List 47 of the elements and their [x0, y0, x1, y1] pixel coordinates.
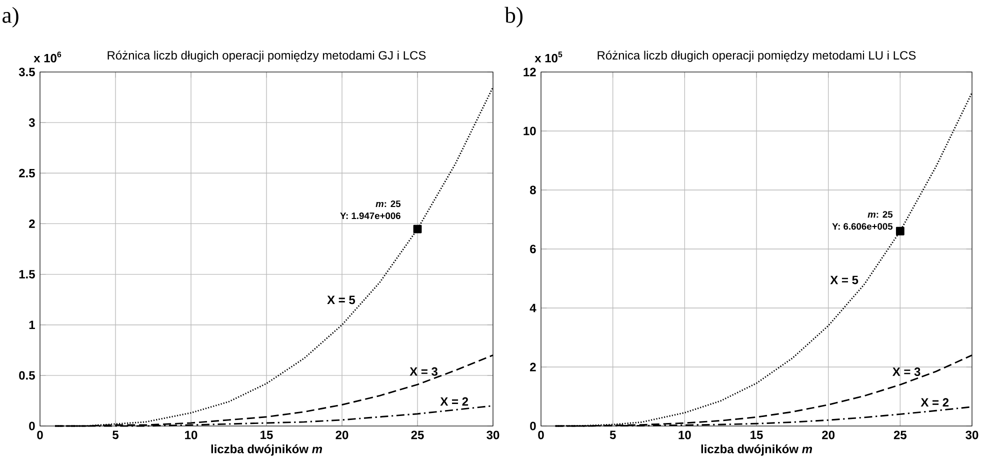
y-tick-label: 4: [530, 304, 536, 312]
x-tick-label: 5: [112, 430, 118, 440]
x-tick-label: 15: [260, 430, 273, 440]
y-tick-label: 0.5: [19, 371, 35, 380]
series-label: X = 5: [830, 276, 858, 284]
chart-title: Różnica liczb długich operacji pomiędzy metodami LU i LCS: [598, 50, 916, 62]
x-tick-label: 30: [966, 430, 978, 440]
x-tick-label: 20: [822, 430, 835, 440]
y-tick-label: 1: [29, 320, 35, 329]
text: a): [2, 6, 18, 28]
y-tick-label: 3.5: [18, 68, 35, 76]
annotation: m: 25: [376, 200, 401, 208]
x-tick-label: 20: [336, 430, 348, 440]
y-tick-label: 10: [524, 126, 536, 136]
y-tick-label: 2: [29, 220, 35, 228]
text: b): [504, 6, 523, 28]
annotation: Y: 1.947e+006: [340, 212, 400, 220]
x-tick-label: 25: [894, 430, 907, 440]
series-label: X = 3: [410, 367, 438, 376]
series-label: X = 5: [327, 296, 356, 304]
series-label: X = 3: [892, 367, 920, 376]
x-tick-label: 0: [37, 430, 43, 440]
text: x 10$^{6}$: [34, 52, 62, 62]
x-tick-label: 10: [185, 430, 198, 440]
y-tick-label: 1.5: [19, 270, 35, 278]
y-tick-label: 3: [28, 118, 35, 127]
y-tick-label: 0: [530, 422, 536, 430]
x-tick-label: 30: [486, 430, 500, 440]
y-tick-label: 12: [524, 68, 536, 76]
y-tick-label: 8: [530, 186, 536, 194]
x-axis-title: liczba dwójników m: [211, 444, 322, 456]
chart-title: Różnica liczb długich operacji pomiędzy metodami GJ i LCS: [108, 50, 426, 62]
series-label: X = 2: [440, 397, 468, 406]
y-tick-label: 0: [29, 422, 35, 430]
series-label: X = 2: [920, 398, 949, 407]
x-tick-label: 15: [750, 430, 763, 440]
annotation: m: 25: [868, 211, 893, 218]
x-axis-title: liczba dwójników m: [701, 444, 812, 456]
x-tick-label: 25: [411, 430, 424, 440]
x-tick-label: 5: [610, 430, 616, 440]
x-tick-label: 10: [678, 430, 691, 440]
text: x 10$^{5}$: [534, 52, 562, 62]
y-tick-label: 2.5: [19, 168, 35, 178]
y-tick-label: 6: [530, 244, 536, 254]
y-tick-label: 2: [530, 362, 536, 372]
x-tick-label: 0: [538, 430, 544, 440]
annotation: Y: 6.606e+005: [832, 223, 893, 230]
